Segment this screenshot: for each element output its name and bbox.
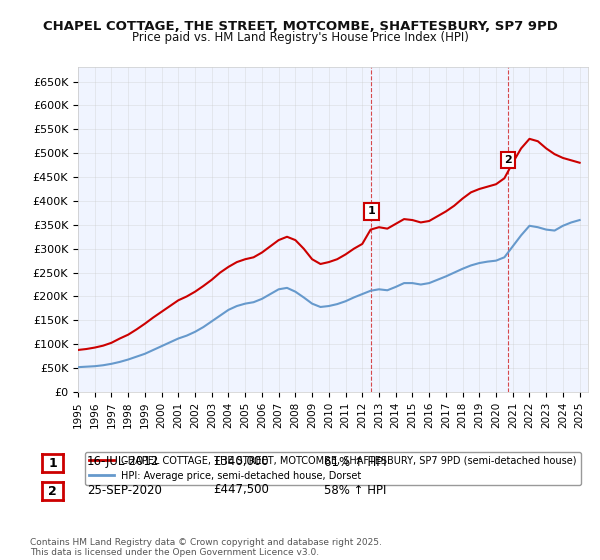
Legend: CHAPEL COTTAGE, THE STREET, MOTCOMBE, SHAFTESBURY, SP7 9PD (semi-detached house): CHAPEL COTTAGE, THE STREET, MOTCOMBE, SH…	[85, 452, 581, 484]
Text: £340,000: £340,000	[213, 455, 269, 469]
Text: Price paid vs. HM Land Registry's House Price Index (HPI): Price paid vs. HM Land Registry's House …	[131, 31, 469, 44]
Text: 2: 2	[48, 484, 57, 498]
Text: 16-JUL-2012: 16-JUL-2012	[87, 455, 160, 469]
Text: 25-SEP-2020: 25-SEP-2020	[87, 483, 162, 497]
Text: 61% ↑ HPI: 61% ↑ HPI	[324, 455, 386, 469]
Text: 1: 1	[367, 207, 375, 217]
Text: 58% ↑ HPI: 58% ↑ HPI	[324, 483, 386, 497]
Text: 2: 2	[505, 155, 512, 165]
Text: £447,500: £447,500	[213, 483, 269, 497]
Text: CHAPEL COTTAGE, THE STREET, MOTCOMBE, SHAFTESBURY, SP7 9PD: CHAPEL COTTAGE, THE STREET, MOTCOMBE, SH…	[43, 20, 557, 32]
Text: Contains HM Land Registry data © Crown copyright and database right 2025.
This d: Contains HM Land Registry data © Crown c…	[30, 538, 382, 557]
Text: 1: 1	[48, 456, 57, 470]
